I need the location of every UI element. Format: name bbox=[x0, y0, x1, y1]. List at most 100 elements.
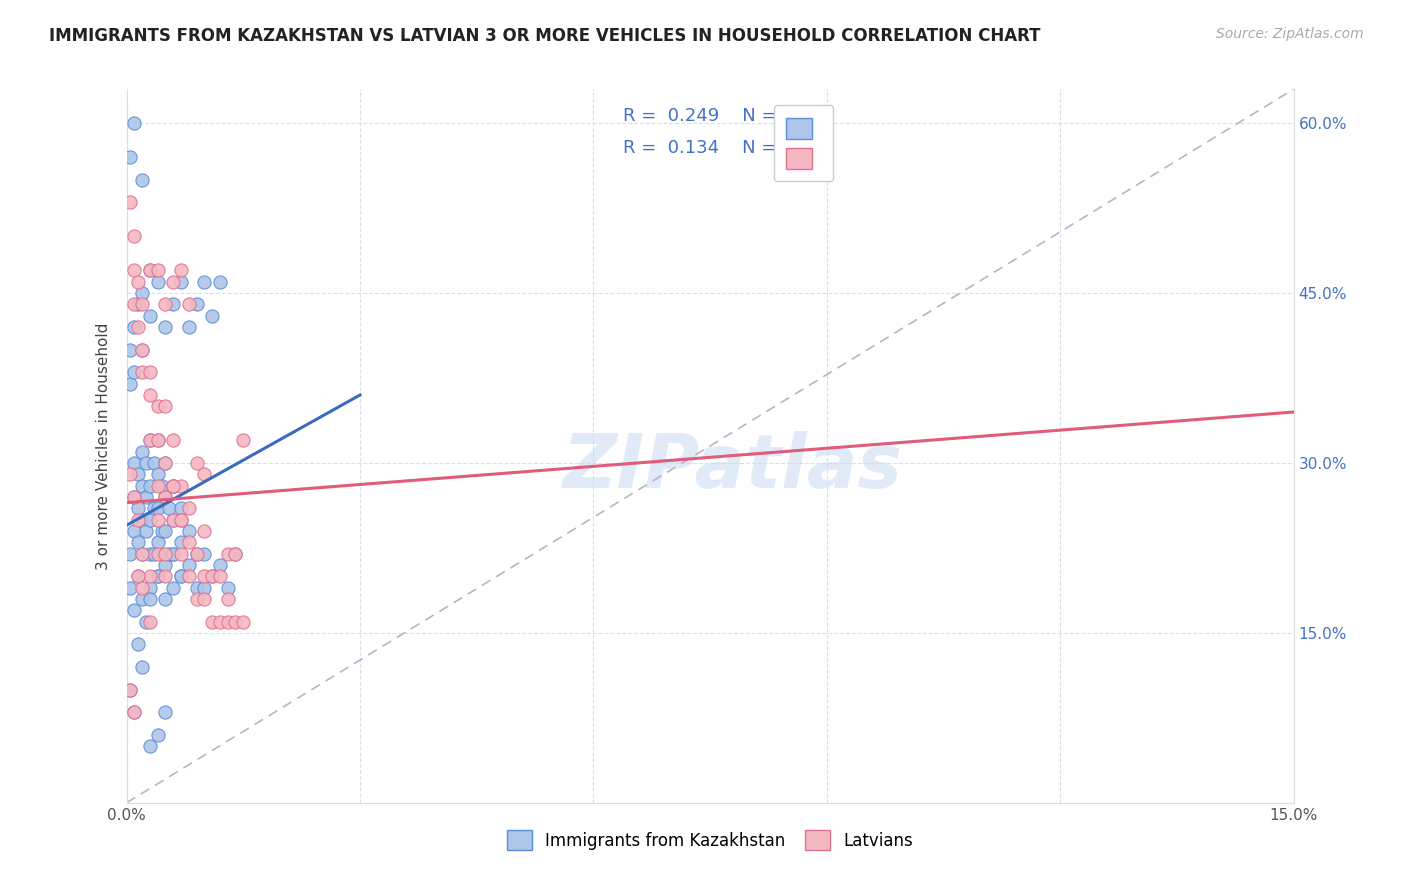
Point bbox=[146, 569, 169, 583]
Legend: Immigrants from Kazakhstan, Latvians: Immigrants from Kazakhstan, Latvians bbox=[498, 822, 922, 859]
Point bbox=[120, 581, 142, 595]
Point bbox=[139, 263, 162, 277]
Point bbox=[131, 547, 153, 561]
Point bbox=[146, 569, 169, 583]
Point bbox=[155, 569, 177, 583]
Point bbox=[135, 456, 157, 470]
Point bbox=[146, 275, 169, 289]
Point bbox=[162, 434, 184, 448]
Point bbox=[193, 547, 215, 561]
Point bbox=[131, 343, 153, 357]
Point bbox=[131, 478, 153, 492]
Point bbox=[201, 615, 224, 629]
Point bbox=[170, 501, 193, 516]
Point bbox=[139, 388, 162, 402]
Point bbox=[146, 501, 169, 516]
Point bbox=[120, 343, 142, 357]
Point bbox=[162, 581, 184, 595]
Point bbox=[142, 547, 165, 561]
Point bbox=[217, 547, 239, 561]
Point bbox=[131, 173, 153, 187]
Point bbox=[146, 478, 169, 492]
Point bbox=[127, 275, 149, 289]
Point bbox=[193, 591, 215, 606]
Point bbox=[201, 569, 224, 583]
Point bbox=[139, 309, 162, 323]
Point bbox=[155, 456, 177, 470]
Point bbox=[193, 569, 215, 583]
Point bbox=[127, 637, 149, 651]
Point bbox=[120, 150, 142, 164]
Point bbox=[201, 309, 224, 323]
Point bbox=[146, 434, 169, 448]
Point bbox=[150, 524, 173, 538]
Point bbox=[127, 467, 149, 482]
Point bbox=[162, 275, 184, 289]
Point bbox=[124, 456, 146, 470]
Point bbox=[127, 297, 149, 311]
Point bbox=[131, 591, 153, 606]
Point bbox=[186, 547, 208, 561]
Text: Source: ZipAtlas.com: Source: ZipAtlas.com bbox=[1216, 27, 1364, 41]
Point bbox=[155, 490, 177, 504]
Point bbox=[124, 524, 146, 538]
Point bbox=[124, 297, 146, 311]
Point bbox=[146, 434, 169, 448]
Point bbox=[124, 263, 146, 277]
Point bbox=[124, 229, 146, 244]
Point bbox=[177, 535, 200, 549]
Point bbox=[155, 591, 177, 606]
Point bbox=[127, 535, 149, 549]
Point bbox=[135, 490, 157, 504]
Point bbox=[120, 682, 142, 697]
Point bbox=[146, 535, 169, 549]
Point bbox=[162, 513, 184, 527]
Point bbox=[177, 320, 200, 334]
Point bbox=[131, 444, 153, 458]
Point bbox=[170, 569, 193, 583]
Point bbox=[208, 569, 231, 583]
Point bbox=[208, 275, 231, 289]
Point bbox=[146, 547, 169, 561]
Point bbox=[120, 376, 142, 391]
Point bbox=[217, 591, 239, 606]
Point bbox=[127, 569, 149, 583]
Point bbox=[177, 558, 200, 572]
Point bbox=[131, 581, 153, 595]
Point bbox=[131, 343, 153, 357]
Point bbox=[170, 513, 193, 527]
Point bbox=[146, 400, 169, 414]
Point bbox=[186, 581, 208, 595]
Point bbox=[139, 591, 162, 606]
Point bbox=[155, 400, 177, 414]
Point bbox=[170, 547, 193, 561]
Point bbox=[193, 275, 215, 289]
Point bbox=[139, 263, 162, 277]
Point bbox=[120, 195, 142, 210]
Point bbox=[139, 513, 162, 527]
Text: R =  0.249    N = 90: R = 0.249 N = 90 bbox=[623, 107, 804, 125]
Text: R =  0.134    N = 67: R = 0.134 N = 67 bbox=[623, 139, 804, 157]
Point bbox=[142, 501, 165, 516]
Point bbox=[186, 456, 208, 470]
Point bbox=[131, 297, 153, 311]
Point bbox=[131, 547, 153, 561]
Point bbox=[146, 728, 169, 742]
Point bbox=[124, 603, 146, 617]
Point bbox=[150, 478, 173, 492]
Point bbox=[193, 524, 215, 538]
Point bbox=[139, 569, 162, 583]
Point bbox=[142, 456, 165, 470]
Point bbox=[186, 591, 208, 606]
Point bbox=[124, 490, 146, 504]
Point bbox=[139, 434, 162, 448]
Point bbox=[193, 581, 215, 595]
Point bbox=[139, 365, 162, 379]
Point bbox=[157, 501, 180, 516]
Point bbox=[208, 558, 231, 572]
Point bbox=[162, 513, 184, 527]
Point bbox=[186, 297, 208, 311]
Point bbox=[193, 467, 215, 482]
Point bbox=[135, 615, 157, 629]
Point bbox=[124, 365, 146, 379]
